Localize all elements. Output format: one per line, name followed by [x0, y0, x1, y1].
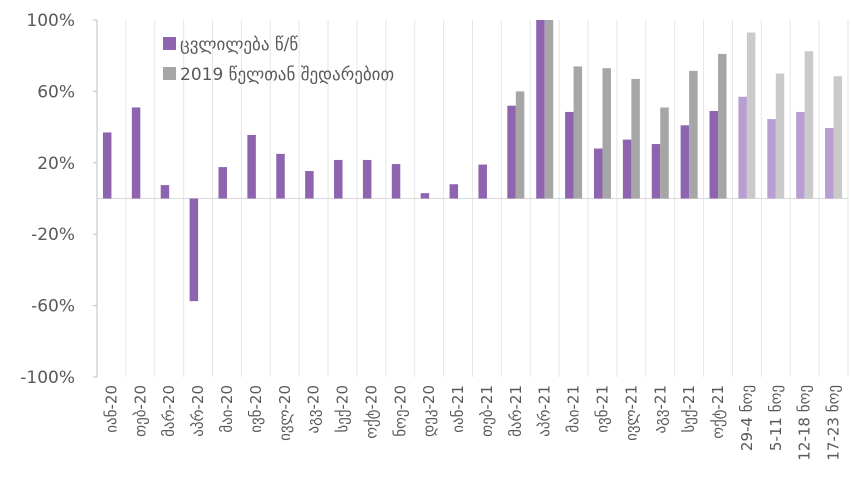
- bar: [478, 164, 487, 199]
- x-tick-label: აგვ-21: [651, 385, 669, 434]
- bar: [709, 111, 719, 199]
- bar: [689, 70, 698, 199]
- x-tick-label: ივლ-20: [276, 385, 294, 441]
- bar: [305, 171, 314, 199]
- legend-label: ცვლილება წ/წ: [180, 35, 298, 55]
- x-tick-label: ივნ-21: [593, 385, 611, 433]
- x-tick-label: თებ-20: [131, 385, 149, 437]
- x-tick-label: იან-21: [449, 385, 467, 433]
- x-tick-label: სექ-21: [680, 385, 698, 433]
- bar: [573, 66, 583, 199]
- x-tick-label: 29-4 ნოე: [738, 385, 756, 451]
- y-tick-label: 100%: [26, 11, 75, 31]
- x-tick-label: 12-18 ნოე: [796, 385, 814, 461]
- bar: [680, 125, 690, 199]
- x-tick-label: მარ-20: [160, 385, 178, 437]
- bar: [775, 73, 785, 199]
- y-tick-label: -100%: [20, 368, 75, 388]
- x-tick-label: დეკ-20: [420, 385, 438, 437]
- x-tick-label: ოქტ-20: [362, 385, 380, 439]
- x-tick-label: 17-23 ნოე: [825, 385, 843, 461]
- y-tick-label: 20%: [37, 154, 75, 174]
- x-tick-label: 5-11 ნოე: [767, 385, 785, 451]
- bar: [738, 96, 747, 199]
- bar: [515, 91, 525, 199]
- bar: [544, 20, 554, 199]
- x-tick-label: ივნ-20: [247, 385, 265, 433]
- x-tick-label: აგვ-20: [305, 385, 323, 434]
- y-tick-label: 60%: [37, 82, 75, 102]
- y-tick-label: -60%: [31, 297, 75, 317]
- x-tick-label: მარ-21: [507, 385, 525, 437]
- bar: [334, 159, 343, 199]
- bar: [449, 184, 459, 199]
- bar: [565, 111, 574, 199]
- bar: [593, 148, 603, 199]
- bar: [507, 105, 516, 199]
- legend-swatch: [163, 67, 176, 80]
- bar: [718, 53, 727, 199]
- bar: [767, 119, 776, 199]
- bar: [131, 107, 141, 199]
- bar: [796, 111, 805, 199]
- bar: [218, 167, 227, 199]
- bar: [622, 139, 632, 199]
- x-tick-label: აპრ-20: [189, 385, 207, 437]
- x-tick-label: ოქტ-21: [709, 385, 727, 439]
- bar: [160, 185, 170, 199]
- bar: [247, 134, 256, 199]
- x-tick-label: თებ-21: [478, 385, 496, 437]
- bar: [362, 159, 372, 199]
- x-tick-label: ივლ-21: [622, 385, 640, 441]
- x-tick-label: სექ-20: [334, 385, 352, 433]
- x-tick-label: აპრ-21: [536, 385, 554, 437]
- x-tick-label: ნოე-20: [391, 385, 409, 437]
- bar: [660, 107, 669, 199]
- bar: [189, 198, 199, 302]
- bar: [602, 68, 611, 199]
- bar: [833, 76, 843, 199]
- bar: [651, 144, 661, 199]
- x-tick-label: მაი-20: [218, 385, 236, 433]
- bar: [746, 32, 756, 199]
- y-tick-label: -20%: [31, 225, 75, 245]
- bar: [825, 127, 834, 199]
- bar: [276, 153, 285, 199]
- bar: [420, 193, 430, 199]
- bar: [391, 164, 401, 199]
- bar: [102, 132, 112, 199]
- x-tick-label: მაი-21: [565, 385, 583, 433]
- legend-swatch: [163, 37, 176, 50]
- legend-label: 2019 წელთან შედარებით: [180, 65, 394, 85]
- x-tick-label: იან-20: [102, 385, 120, 433]
- bar: [536, 20, 545, 199]
- bar: [631, 78, 640, 199]
- bar: [804, 51, 814, 199]
